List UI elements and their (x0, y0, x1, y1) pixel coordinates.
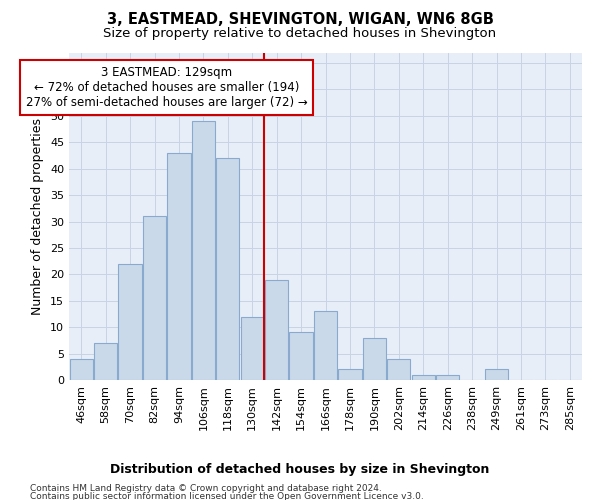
Bar (143, 216, 166, 380)
Y-axis label: Number of detached properties: Number of detached properties (31, 118, 44, 315)
Text: 3, EASTMEAD, SHEVINGTON, WIGAN, WN6 8GB: 3, EASTMEAD, SHEVINGTON, WIGAN, WN6 8GB (107, 12, 493, 28)
Bar (265, 280, 288, 380)
Bar (387, 359, 410, 380)
Text: Size of property relative to detached houses in Shevington: Size of property relative to detached ho… (103, 28, 497, 40)
Text: Distribution of detached houses by size in Shevington: Distribution of detached houses by size … (110, 462, 490, 475)
Bar (436, 374, 459, 380)
Text: 3 EASTMEAD: 129sqm
← 72% of detached houses are smaller (194)
27% of semi-detach: 3 EASTMEAD: 129sqm ← 72% of detached hou… (26, 66, 308, 108)
Bar (289, 332, 313, 380)
Bar (485, 370, 508, 380)
Bar (118, 264, 142, 380)
Bar (216, 158, 239, 380)
Bar (94, 343, 117, 380)
Bar (241, 316, 264, 380)
Bar (363, 338, 386, 380)
Text: Contains HM Land Registry data © Crown copyright and database right 2024.: Contains HM Land Registry data © Crown c… (30, 484, 382, 493)
Bar (192, 121, 215, 380)
Text: Contains public sector information licensed under the Open Government Licence v3: Contains public sector information licen… (30, 492, 424, 500)
Bar (70, 359, 93, 380)
Bar (167, 153, 191, 380)
Bar (338, 370, 362, 380)
Bar (412, 374, 435, 380)
Bar (314, 312, 337, 380)
